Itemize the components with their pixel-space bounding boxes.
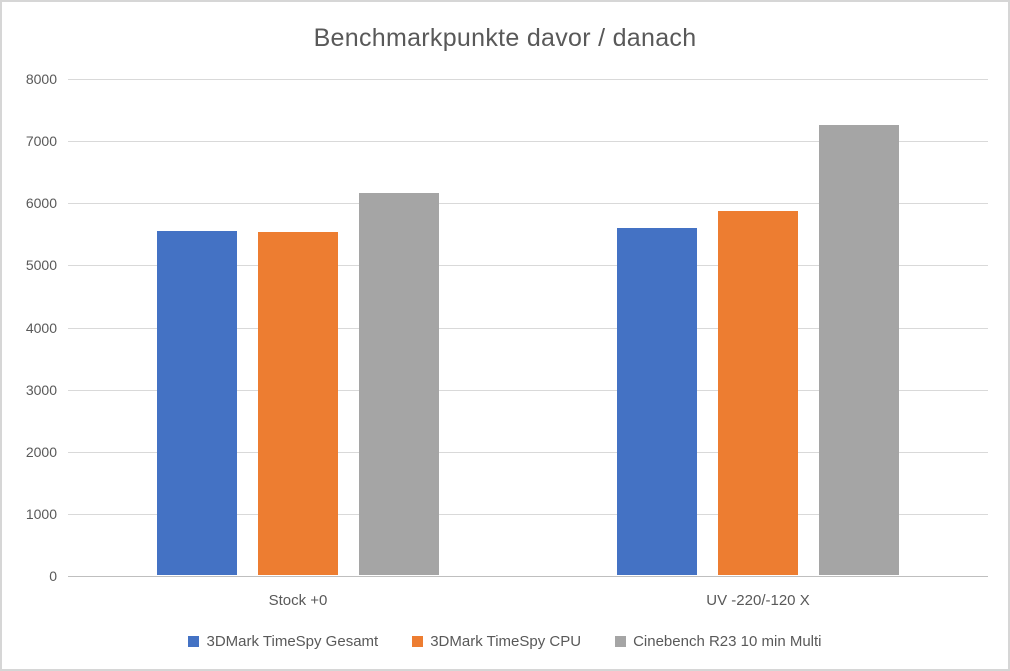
gridline	[68, 265, 988, 267]
bar	[258, 232, 338, 575]
gridline	[68, 79, 988, 80]
legend-swatch-cinebench	[615, 636, 627, 647]
bar-group	[157, 192, 439, 575]
y-axis-tick-label: 8000	[25, 71, 57, 87]
y-axis-tick-label: 6000	[25, 195, 57, 212]
x-axis-category-label-stock: Stock +0	[268, 592, 328, 609]
bar	[157, 230, 237, 575]
x-axis-line	[68, 576, 988, 577]
gridline	[68, 451, 988, 453]
legend-item-cinebench: Cinebench R23 10 min Multi	[615, 633, 822, 650]
legend-item-timespy-cpu: 3DMark TimeSpy CPU	[412, 633, 581, 650]
y-axis-tick-label: 5000	[25, 257, 57, 274]
bar	[718, 210, 798, 575]
x-axis-category-label-uv: UV -220/-120 X	[706, 592, 810, 609]
bar	[359, 192, 439, 575]
y-axis-tick-label: 2000	[25, 443, 57, 460]
chart-title: Benchmarkpunkte davor / danach	[313, 24, 697, 52]
y-axis-tick-label: 0	[49, 568, 57, 584]
legend: 3DMark TimeSpy Gesamt 3DMark TimeSpy CPU…	[2, 633, 1008, 650]
gridline	[68, 203, 988, 205]
bar	[617, 227, 697, 575]
y-axis-tick-label: 7000	[25, 133, 57, 150]
y-axis-tick-label: 1000	[25, 505, 57, 522]
gridline	[68, 141, 988, 143]
y-axis-tick-label: 3000	[25, 381, 57, 398]
legend-swatch-timespy-gesamt	[188, 636, 200, 647]
bar-group	[617, 125, 899, 575]
bar	[819, 125, 899, 575]
plot-area: Stock +0 UV -220/-120 X 0 1000 2000 3000 400…	[26, 71, 988, 609]
legend-item-timespy-gesamt: 3DMark TimeSpy Gesamt	[188, 633, 378, 650]
legend-label-cinebench: Cinebench R23 10 min Multi	[633, 633, 822, 650]
gridline	[68, 327, 988, 329]
gridline	[68, 513, 988, 515]
legend-label-timespy-gesamt: 3DMark TimeSpy Gesamt	[206, 633, 379, 650]
gridline	[68, 389, 988, 391]
y-axis-tick-label: 4000	[25, 319, 57, 336]
legend-swatch-timespy-cpu	[412, 636, 424, 647]
legend-label-timespy-cpu: 3DMark TimeSpy CPU	[430, 633, 582, 650]
